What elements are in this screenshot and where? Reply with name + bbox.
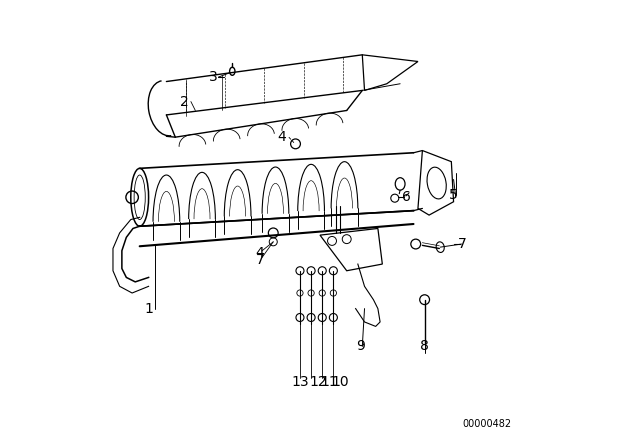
Text: 4: 4 <box>255 246 264 260</box>
Text: 7: 7 <box>458 237 467 251</box>
Text: 1: 1 <box>144 302 153 315</box>
Text: 13: 13 <box>291 375 308 389</box>
Text: 2: 2 <box>180 95 189 108</box>
Text: 5: 5 <box>449 188 458 202</box>
Text: 3: 3 <box>209 70 218 84</box>
Text: 11: 11 <box>320 375 338 389</box>
Text: 12: 12 <box>309 375 326 389</box>
Text: 00000482: 00000482 <box>462 419 511 429</box>
Text: 7: 7 <box>255 253 264 267</box>
Text: 4: 4 <box>278 130 287 144</box>
Text: 9: 9 <box>356 340 365 353</box>
Text: 6: 6 <box>403 190 412 204</box>
Text: 8: 8 <box>420 340 429 353</box>
Text: 10: 10 <box>332 375 349 389</box>
